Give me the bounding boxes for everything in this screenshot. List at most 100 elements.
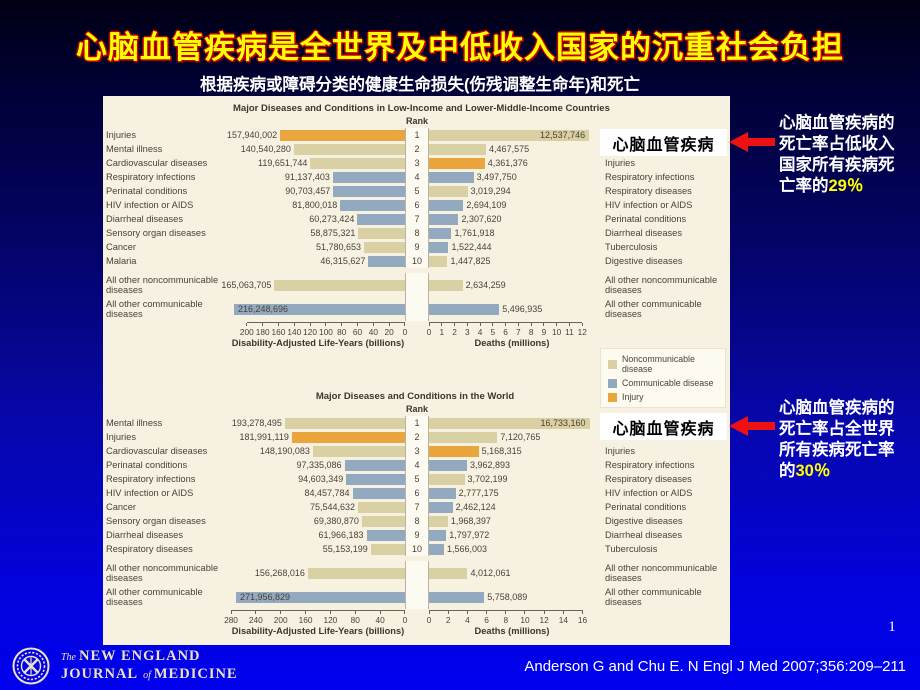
rank-cell: 10 — [405, 254, 429, 268]
nejm-figure: Major Diseases and Conditions in Low-Inc… — [103, 96, 730, 645]
deaths-bar — [429, 501, 453, 513]
deaths-value: 1,522,444 — [451, 242, 492, 252]
dalys-bar — [358, 501, 405, 513]
dalys-value: 216,248,696 — [237, 303, 289, 314]
deaths-bar — [429, 445, 479, 457]
dalys-value: 157,940,002 — [227, 130, 278, 140]
chart-row: Respiratory infections 94,603,349 5 3,702,1… — [103, 472, 730, 486]
row-label-left: Injuries — [106, 431, 136, 442]
rank-cell: 6 — [405, 198, 429, 212]
row-label-left: Cancer — [106, 501, 136, 512]
row-label-left: Sensory organ diseases — [106, 515, 206, 526]
row-label-left: All other communicable diseases — [106, 298, 203, 319]
dalys-axis-label: Disability-Adjusted Life-Years (billions… — [231, 338, 405, 348]
dalys-bar-area: 84,457,784 — [231, 486, 405, 500]
dalys-bar — [310, 157, 405, 169]
dalys-bar-area: 165,063,705 — [221, 273, 405, 297]
row-label-right: All other communicable diseases — [605, 298, 702, 319]
deaths-bar-area: 12,537,746 — [429, 128, 595, 142]
row-label-right: Tuberculosis — [605, 241, 658, 252]
chart-row: All other communicable diseases 216,248,6… — [103, 297, 730, 321]
rank-cell — [405, 561, 429, 585]
rank-cell: 8 — [405, 226, 429, 240]
rank-cell — [405, 585, 429, 609]
deaths-value: 2,694,109 — [466, 200, 507, 210]
dalys-bar-area: 193,278,495 — [231, 416, 405, 430]
deaths-bar — [429, 255, 448, 267]
rank-cell: 9 — [405, 528, 429, 542]
dalys-bar-area: 271,956,829 — [231, 585, 405, 609]
row-label-right: Injuries — [605, 445, 635, 456]
dalys-bar-area: 140,540,280 — [231, 142, 405, 156]
dalys-bar — [357, 213, 405, 225]
row-label-left: Diarrheal diseases — [106, 213, 183, 224]
dalys-bar-area: 97,335,086 — [231, 458, 405, 472]
chart-legend: Noncommunicable disease Communicable dis… — [600, 348, 726, 408]
dalys-bar — [346, 473, 405, 485]
chart-panel-low-income: Major Diseases and Conditions in Low-Inc… — [103, 103, 730, 351]
deaths-value: 1,447,825 — [450, 256, 491, 266]
deaths-value: 1,797,972 — [449, 530, 490, 540]
deaths-bar-area: 1,566,003 — [429, 542, 595, 556]
chart-row: Perinatal conditions 90,703,457 5 3,019,294… — [103, 184, 730, 198]
deaths-bar — [429, 213, 459, 225]
rank-cell: 6 — [405, 486, 429, 500]
rank-cell: 2 — [405, 142, 429, 156]
row-label-right: All other communicable diseases — [605, 586, 702, 607]
callout-box-cardiovascular-top: 心脑血管疾病 — [600, 129, 727, 156]
dalys-bar — [284, 417, 405, 429]
dalys-bar-area: 69,380,870 — [231, 514, 405, 528]
axis-label-row: Disability-Adjusted Life-Years (billions… — [103, 626, 730, 639]
row-label-right: Respiratory infections — [605, 171, 695, 182]
row-label-left: Perinatal conditions — [106, 185, 188, 196]
dalys-bar-area: 119,651,744 — [231, 156, 405, 170]
deaths-bar — [429, 473, 465, 485]
deaths-value: 5,496,935 — [502, 304, 543, 314]
deaths-value: 1,761,918 — [454, 228, 495, 238]
deaths-bar-area: 3,497,750 — [429, 170, 595, 184]
annotation-highlight: 29％ — [828, 177, 864, 195]
dalys-bar — [332, 171, 405, 183]
deaths-bar-area: 4,012,061 — [429, 561, 595, 585]
rank-cell — [405, 297, 429, 321]
dalys-bar-area: 91,137,403 — [231, 170, 405, 184]
dalys-bar-area: 157,940,002 — [227, 128, 405, 142]
nejm-logo-text: The NEW ENGLAND JOURNAL of MEDICINE — [61, 648, 238, 684]
row-label-left: Cardiovascular diseases — [106, 157, 208, 168]
deaths-value: 2,634,259 — [465, 280, 506, 290]
nejm-seal-icon — [12, 647, 50, 685]
dalys-bar-area: 46,315,627 — [231, 254, 405, 268]
deaths-bar — [429, 157, 485, 169]
dalys-bar — [368, 255, 405, 267]
logo-word-new-england: NEW ENGLAND — [79, 648, 201, 664]
rank-cell: 1 — [405, 128, 429, 142]
annotation-low-income: 心脑血管疾病的死亡率占低收入国家所有疾病死亡率的29％ — [779, 113, 901, 197]
deaths-bar-area: 1,761,918 — [429, 226, 595, 240]
deaths-bar-area: 3,702,199 — [429, 472, 595, 486]
dalys-bar: 271,956,829 — [236, 591, 405, 603]
dalys-value: 165,063,705 — [221, 280, 272, 290]
dalys-bar — [370, 543, 405, 555]
deaths-bar-area: 1,447,825 — [429, 254, 595, 268]
rank-cell: 9 — [405, 240, 429, 254]
row-label-left: Cardiovascular diseases — [106, 445, 208, 456]
dalys-value: 140,540,280 — [240, 144, 291, 154]
row-label-left: All other noncommunicable diseases — [106, 562, 219, 583]
deaths-value: 2,462,124 — [455, 502, 496, 512]
dalys-value: 119,651,744 — [257, 158, 308, 168]
row-label-right: All other noncommunicable diseases — [605, 562, 718, 583]
chart-row: Sensory organ diseases 69,380,870 8 1,968,3… — [103, 514, 730, 528]
axis-ticks: 280 240 200 160 120 80 40 0 — [224, 609, 407, 626]
deaths-bar-area: 5,758,089 — [429, 585, 595, 609]
chart-panel-world: Major Diseases and Conditions in the Wor… — [103, 391, 730, 639]
dalys-value: 148,190,083 — [259, 446, 310, 456]
deaths-value: 2,307,620 — [461, 214, 502, 224]
deaths-bar-area: 2,307,620 — [429, 212, 595, 226]
row-label-right: Respiratory diseases — [605, 473, 692, 484]
deaths-bar-area: 7,120,765 — [429, 430, 595, 444]
dalys-value: 55,153,199 — [322, 544, 368, 554]
red-arrow-tail — [748, 138, 775, 146]
logo-word-medicine: MEDICINE — [153, 666, 238, 682]
dalys-value: 91,137,403 — [284, 172, 330, 182]
deaths-bar-area: 1,797,972 — [429, 528, 595, 542]
